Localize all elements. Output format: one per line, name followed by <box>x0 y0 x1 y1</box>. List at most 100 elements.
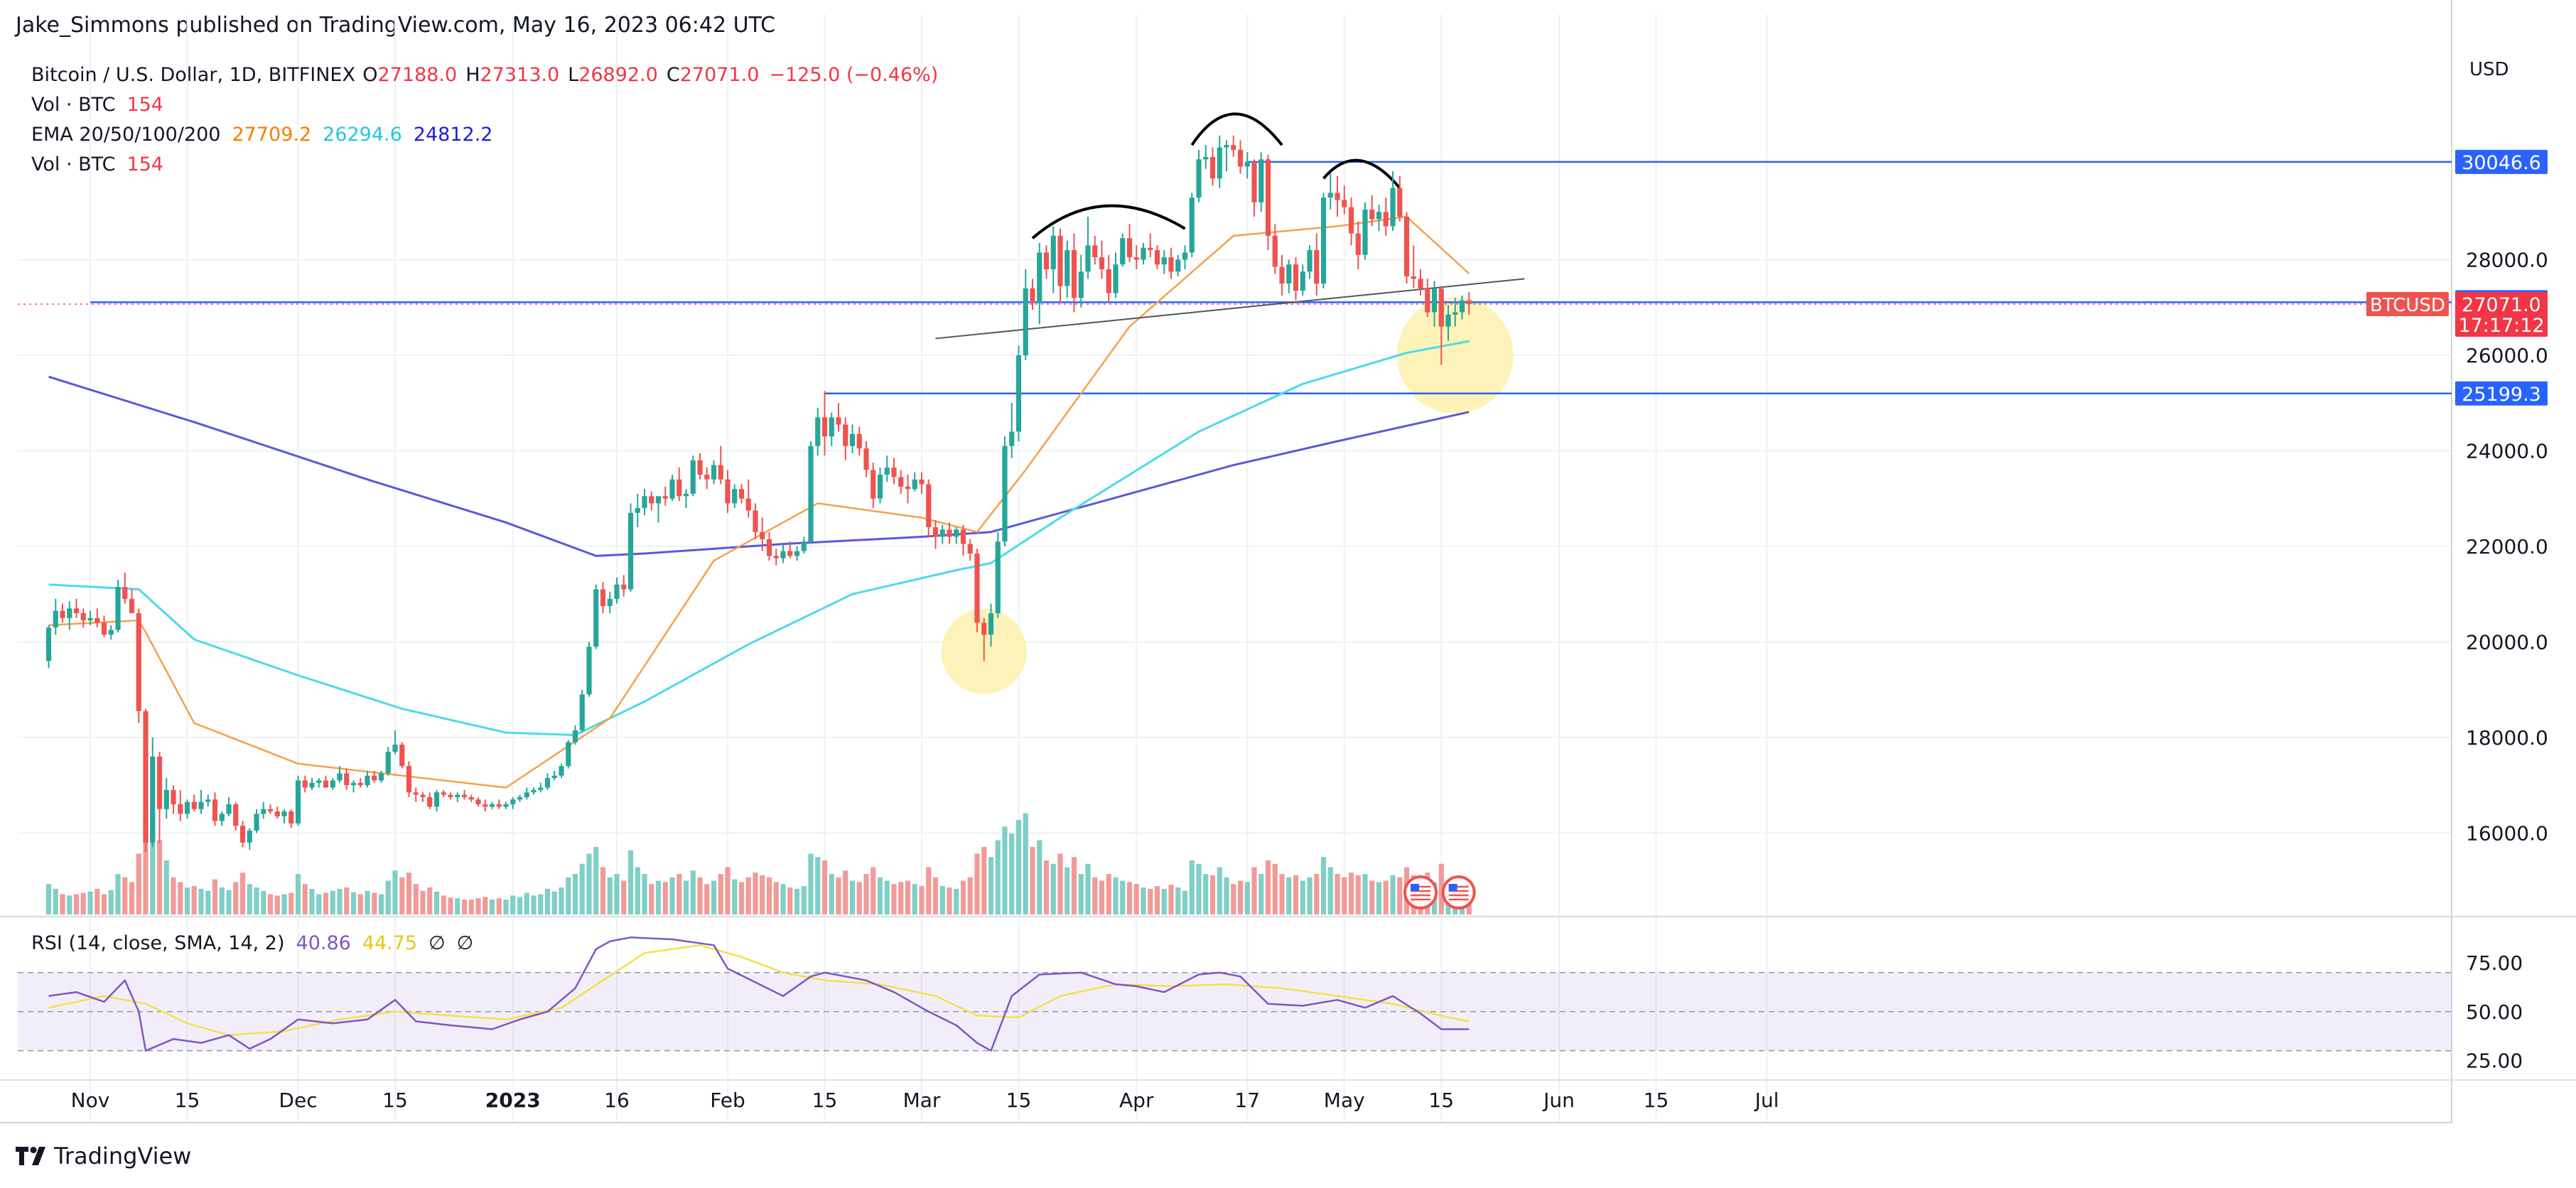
volume-bar <box>669 877 675 914</box>
candle-body <box>427 796 433 807</box>
volume-bar <box>1286 877 1292 914</box>
legend-high: 27313.0 <box>480 64 560 86</box>
candle-body <box>254 814 259 831</box>
head-arc <box>1190 112 1283 146</box>
candle-body <box>101 622 107 635</box>
candle-body <box>1259 159 1264 202</box>
volume-bar <box>1342 877 1347 914</box>
volume-bar <box>517 897 523 914</box>
volume-bar <box>489 900 495 914</box>
candle-body <box>1141 247 1146 260</box>
candle-body <box>489 804 495 807</box>
volume-bar <box>586 853 592 914</box>
candle-body <box>385 752 391 774</box>
time-axis: Nov 15 Dec 15 2023 16 Feb 15 Mar 15 Apr 17 May 15 Jun 1… <box>71 1089 1779 1112</box>
volume-bar <box>1259 874 1264 914</box>
price-axis: USD 16000.0 18000.0 20000.0 22000.0 24000.0 26… <box>2366 59 2548 1073</box>
volume-bar <box>635 867 640 914</box>
price-tick-label: 24000.0 <box>2466 439 2548 463</box>
time-tick-label: Jun <box>1542 1089 1575 1112</box>
rsi-line <box>48 936 1470 1052</box>
volume-bar <box>496 898 502 914</box>
volume-bar <box>108 890 114 914</box>
volume-bar <box>226 890 232 914</box>
volume-bar <box>939 886 945 914</box>
candle-body <box>261 809 266 814</box>
candle-body <box>1376 212 1382 220</box>
volume-bar <box>503 900 509 914</box>
candle-body <box>1203 156 1209 160</box>
volume-bar <box>683 880 689 914</box>
candle-body <box>510 799 516 804</box>
volume-bar <box>780 884 786 914</box>
candle-body <box>337 773 343 781</box>
candle-body <box>753 510 758 532</box>
volume-bar <box>891 884 897 914</box>
candle-body <box>1182 252 1188 260</box>
candle-body <box>1231 145 1236 150</box>
candle-body <box>309 782 315 788</box>
volume-bar <box>1057 853 1063 914</box>
price-tag <box>2455 312 2548 337</box>
candle-body <box>1383 212 1389 227</box>
candles <box>45 135 1476 909</box>
legend-open-label: O <box>362 64 377 86</box>
time-tick-label: 15 <box>1428 1089 1454 1112</box>
volume-bar <box>531 895 537 914</box>
candle-body <box>323 780 329 788</box>
volume-bar <box>372 892 377 914</box>
volume-bar <box>898 882 904 914</box>
legend-change: −125.0 (−0.46%) <box>769 64 938 86</box>
volume-bar <box>1037 840 1042 914</box>
highlight-circle-may <box>1396 296 1514 414</box>
volume-bar <box>433 891 440 914</box>
candle-body <box>1265 159 1271 236</box>
candle-body <box>1065 250 1070 286</box>
volume-bar <box>171 877 176 914</box>
candle-body <box>524 792 529 797</box>
candle-body <box>496 804 502 807</box>
volume-bar <box>1335 874 1340 914</box>
candle-body <box>572 730 578 742</box>
volume-bar <box>821 860 828 914</box>
volume-bar <box>988 857 994 914</box>
candle-body <box>669 479 675 499</box>
candle-body <box>1085 245 1091 272</box>
volume-bar <box>732 879 738 914</box>
tradingview-logo[interactable]: TradingView <box>16 1143 191 1170</box>
candle-body <box>655 496 662 504</box>
volume-bar <box>1244 882 1250 914</box>
shoulder-arc-right <box>1322 158 1401 189</box>
legend-rsi-label: RSI (14, close, SMA, 14, 2) <box>31 932 285 954</box>
volume-bar <box>1314 874 1320 914</box>
volume-bar <box>295 874 301 914</box>
volume-bar <box>690 870 696 914</box>
candle-body <box>295 780 301 824</box>
candle-body <box>344 773 350 786</box>
candle-body <box>413 792 419 795</box>
candle-body <box>1307 250 1313 272</box>
time-tick-label: Apr <box>1119 1089 1154 1112</box>
candle-body <box>1362 209 1368 255</box>
candle-body <box>122 587 128 599</box>
candle-body <box>1459 300 1465 313</box>
grid <box>0 0 2576 1123</box>
candle-body <box>378 773 384 781</box>
candle-body <box>718 465 723 480</box>
volume-bar <box>101 894 107 914</box>
legend-open: 27188.0 <box>378 64 458 86</box>
volume-bar <box>655 880 662 914</box>
volume-bar <box>738 882 745 914</box>
price-tag <box>2455 381 2548 406</box>
candle-body <box>60 610 65 618</box>
volume-bar <box>718 874 723 914</box>
candle-body <box>1120 238 1126 265</box>
candle-body <box>898 477 904 487</box>
candle-body <box>711 465 717 480</box>
candle-body <box>475 799 481 804</box>
legend-ema-200: 24812.2 <box>414 124 493 146</box>
time-tick-label: Feb <box>710 1089 745 1112</box>
volume-bar <box>600 867 606 914</box>
candle-body <box>53 610 58 628</box>
